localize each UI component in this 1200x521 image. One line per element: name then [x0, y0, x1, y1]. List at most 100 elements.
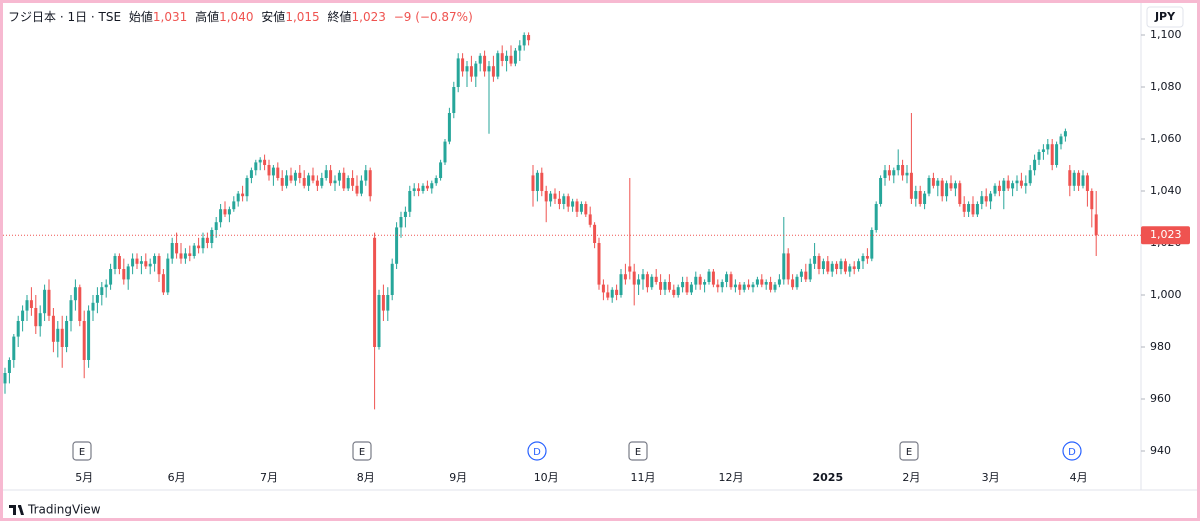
candle-body: [584, 204, 588, 215]
legend-value: 1,023: [352, 10, 386, 24]
candle-body: [1046, 144, 1050, 150]
candle-body: [469, 66, 473, 77]
candle-body: [848, 266, 852, 272]
candle-body: [351, 178, 355, 186]
event-label: E: [79, 447, 85, 458]
currency-box[interactable]: [1146, 6, 1184, 28]
candle-body: [359, 180, 363, 194]
candle-body: [601, 284, 605, 293]
candle-body: [249, 170, 253, 178]
candle-body: [870, 230, 874, 259]
legend-label: 高値: [195, 9, 219, 24]
candle-body: [386, 295, 390, 311]
y-tick-label: 1,080: [1150, 80, 1182, 93]
x-tick-label: 7月: [260, 471, 278, 484]
candle-body: [417, 188, 421, 191]
candle-body: [628, 266, 632, 272]
candle-body: [659, 282, 663, 290]
event-marker: [72, 441, 92, 461]
candle-body: [663, 282, 667, 290]
candle-body: [694, 276, 698, 285]
candle-body: [192, 245, 196, 256]
candle-body: [1037, 152, 1041, 160]
candle-body: [874, 204, 878, 230]
candle-body: [1085, 175, 1089, 191]
candle-body: [597, 243, 601, 285]
candle-body: [615, 289, 619, 295]
candle-body: [962, 204, 966, 212]
candle-body: [21, 310, 25, 321]
candle-body: [645, 274, 649, 288]
y-tick-label: 1,040: [1150, 184, 1182, 197]
candle-body: [940, 180, 944, 197]
y-tick-label: 1,100: [1150, 28, 1182, 41]
candle-body: [857, 261, 861, 269]
candle-body: [606, 292, 610, 298]
candle-body: [852, 266, 856, 269]
candle-body: [491, 66, 495, 77]
candle-body: [342, 172, 346, 189]
plot-area: 9409609801,0001,0201,0401,0601,0801,1005…: [3, 28, 1190, 484]
candle-body: [447, 113, 451, 142]
candle-body: [373, 237, 377, 347]
candle-body: [650, 276, 654, 288]
candle-body: [276, 167, 280, 178]
candle-body: [69, 300, 73, 321]
candle-body: [302, 178, 306, 186]
candle-body: [610, 289, 614, 298]
candle-body: [439, 162, 443, 178]
candle-body: [390, 263, 394, 295]
candle-body: [368, 170, 372, 197]
candle-body: [100, 287, 104, 295]
candle-body: [751, 284, 755, 288]
candle-body: [707, 271, 711, 282]
candle-body: [579, 204, 583, 212]
candle-body: [535, 172, 539, 191]
candle-body: [412, 188, 416, 191]
candle-body: [364, 170, 368, 181]
candle-body: [126, 266, 130, 280]
candle-body: [113, 256, 117, 269]
x-tick-label: 8月: [357, 471, 375, 484]
legend: フジ日本 · 1日 · TSE 始値1,031 高値1,040 安値1,015 …: [8, 9, 473, 24]
candle-body: [51, 315, 55, 342]
candle-body: [865, 256, 869, 259]
candle-body: [1050, 144, 1054, 165]
candle-body: [786, 253, 790, 280]
event-marker: [628, 441, 648, 461]
candle-body: [623, 274, 627, 280]
x-tick-label: 6月: [168, 471, 186, 484]
candle-body: [227, 209, 231, 215]
candle-body: [953, 183, 957, 189]
candle-body: [104, 284, 108, 288]
candle-body: [773, 284, 777, 290]
candle-body: [421, 185, 425, 191]
candle-body: [443, 141, 447, 163]
candle-body: [1041, 149, 1045, 152]
candle-body: [1059, 136, 1063, 145]
candle-body: [804, 271, 808, 280]
candle-body: [813, 256, 817, 264]
candle-body: [1081, 175, 1085, 186]
candle-body: [210, 230, 214, 243]
candle-body: [478, 55, 482, 64]
event-marker: [1062, 441, 1082, 461]
candle-body: [1024, 183, 1028, 186]
candle-body: [43, 289, 47, 314]
candle-body: [91, 302, 95, 311]
candle-body: [808, 263, 812, 280]
candle-body: [16, 321, 20, 337]
candle-body: [1015, 180, 1019, 184]
candle-body: [945, 183, 949, 197]
candle-body: [549, 193, 553, 202]
candle-body: [487, 66, 491, 72]
x-tick-label: 3月: [982, 471, 1000, 484]
candle-body: [161, 274, 165, 293]
candle-body: [984, 196, 988, 202]
currency: JPY: [1154, 10, 1176, 23]
candle-body: [769, 282, 773, 290]
candle-body: [271, 167, 275, 176]
candle-body: [782, 253, 786, 280]
candle-body: [676, 287, 680, 295]
candle-body: [716, 284, 720, 288]
